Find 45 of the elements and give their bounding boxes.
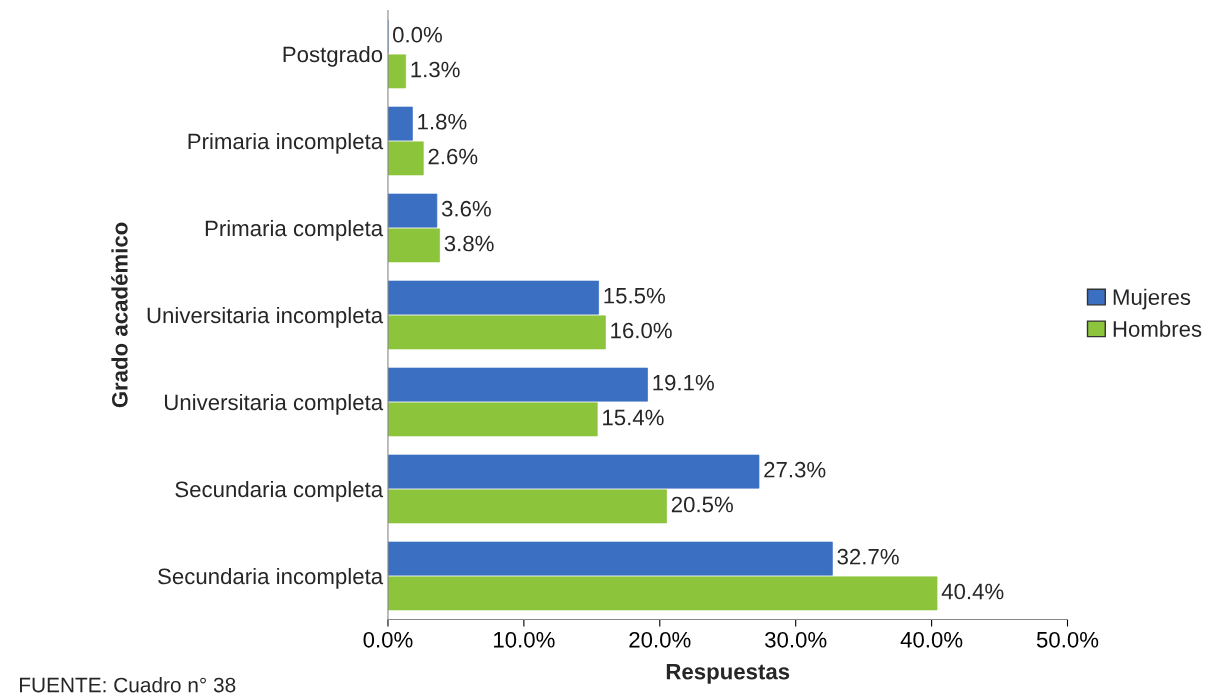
bar <box>387 367 648 402</box>
bar <box>387 541 833 576</box>
y-tick-label: Universitaria completa <box>164 393 384 415</box>
y-axis-title: Grado académico <box>111 222 128 408</box>
bar <box>387 193 438 228</box>
y-tick-label: Universitaria incompleta <box>147 306 384 328</box>
y-tick-label: Secundaria completa <box>175 480 384 502</box>
bar <box>387 228 440 263</box>
x-axis-title: Respuestas <box>666 663 790 684</box>
x-tick-label: 40.0% <box>900 631 963 648</box>
data-label: 3.8% <box>444 235 494 252</box>
y-tick-label: Secundaria incompleta <box>158 567 384 589</box>
data-label: 19.1% <box>653 374 714 391</box>
data-label: 15.5% <box>604 287 665 304</box>
bar <box>387 315 606 350</box>
data-label: 20.5% <box>671 496 733 513</box>
y-tick-label: Primaria completa <box>205 219 384 241</box>
y-tick-label: Postgrado <box>283 45 383 67</box>
bar <box>387 402 598 437</box>
x-tick-label: 0.0% <box>363 631 413 648</box>
data-label: 15.4% <box>603 409 664 426</box>
data-label: 0.0% <box>392 26 442 43</box>
data-label: 27.3% <box>764 461 826 478</box>
bar <box>387 576 938 611</box>
x-tick-label: 20.0% <box>629 631 691 648</box>
bar <box>387 489 667 524</box>
data-label: 1.3% <box>411 61 460 78</box>
data-label: 40.4% <box>941 583 1004 600</box>
bar <box>387 454 760 489</box>
legend-label: Hombres <box>1113 320 1202 337</box>
data-label: 2.6% <box>428 148 478 165</box>
legend-label: Mujeres <box>1113 288 1191 310</box>
data-label: 16.0% <box>611 322 672 339</box>
bar <box>387 141 424 176</box>
y-tick-label: Primaria incompleta <box>188 132 384 154</box>
x-tick-label: 30.0% <box>765 631 827 648</box>
bar <box>387 54 406 89</box>
bar <box>387 280 599 315</box>
data-label: 32.7% <box>837 548 899 565</box>
x-tick-label: 10.0% <box>494 631 555 648</box>
x-tick-label: 50.0% <box>1036 631 1099 648</box>
data-label: 1.8% <box>418 113 467 130</box>
bar <box>387 106 413 141</box>
source-note: FUENTE: Cuadro n° 38 <box>20 677 236 693</box>
data-label: 3.6% <box>441 200 491 217</box>
